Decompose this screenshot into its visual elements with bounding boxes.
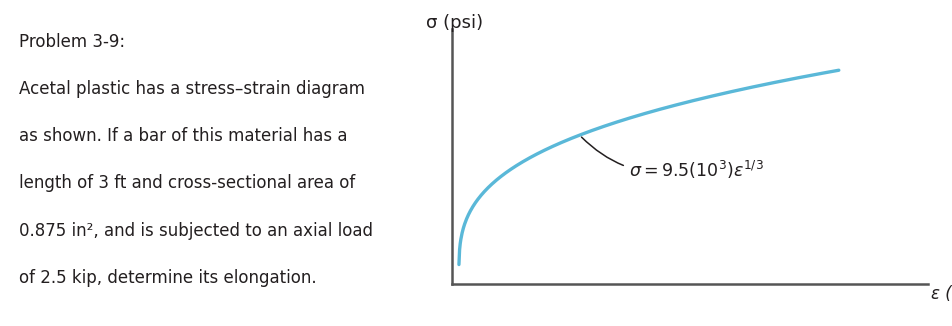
Text: 0.875 in², and is subjected to an axial load: 0.875 in², and is subjected to an axial … xyxy=(19,222,373,240)
Text: Problem 3-9:: Problem 3-9: xyxy=(19,33,125,51)
Text: Acetal plastic has a stress–strain diagram: Acetal plastic has a stress–strain diagr… xyxy=(19,80,365,98)
Text: ε (in./in.): ε (in./in.) xyxy=(930,285,952,303)
Text: as shown. If a bar of this material has a: as shown. If a bar of this material has … xyxy=(19,127,347,145)
Text: of 2.5 kip, determine its elongation.: of 2.5 kip, determine its elongation. xyxy=(19,269,317,287)
Text: length of 3 ft and cross-sectional area of: length of 3 ft and cross-sectional area … xyxy=(19,174,355,192)
Text: $\sigma = 9.5(10^3)\varepsilon^{1/3}$: $\sigma = 9.5(10^3)\varepsilon^{1/3}$ xyxy=(582,137,764,181)
Text: σ (psi): σ (psi) xyxy=(426,14,484,32)
